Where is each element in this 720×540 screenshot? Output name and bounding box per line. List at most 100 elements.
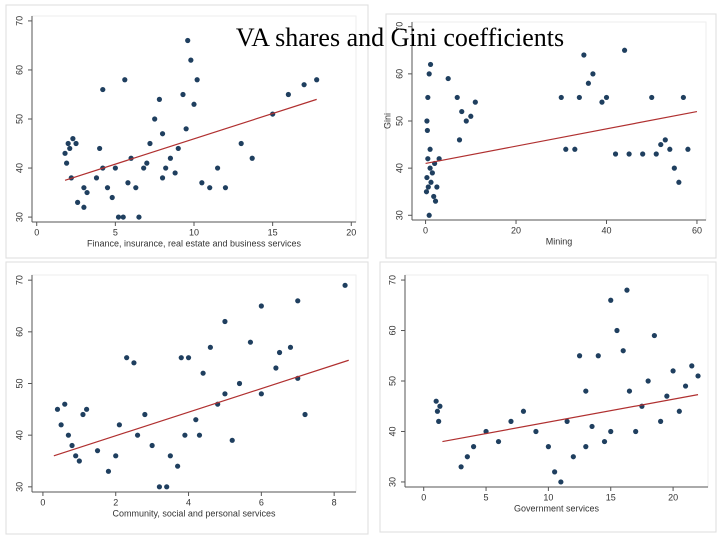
- scatter-point: [222, 185, 229, 191]
- scatter-point: [564, 418, 570, 424]
- scatter-point: [207, 185, 213, 191]
- scatter-point: [285, 91, 291, 98]
- scatter-point: [136, 214, 142, 220]
- x-tick-label: 20: [511, 225, 521, 235]
- y-tick-label: 50: [14, 114, 24, 124]
- x-tick-label: 5: [113, 227, 118, 237]
- y-tick-label: 50: [387, 376, 397, 386]
- scatter-point: [429, 170, 435, 176]
- scatter-point: [156, 96, 162, 102]
- scatter-point: [437, 403, 443, 409]
- scatter-point: [434, 184, 440, 190]
- y-tick-label: 60: [394, 69, 404, 79]
- x-tick-label: 0: [40, 497, 45, 507]
- x-tick-label: 10: [189, 227, 199, 237]
- scatter-point: [425, 94, 431, 101]
- scatter-point: [576, 353, 583, 359]
- scatter-point: [105, 468, 112, 474]
- scatter-point: [645, 378, 651, 384]
- scatter-point: [199, 180, 205, 186]
- y-tick-label: 40: [14, 163, 24, 173]
- scatter-point: [134, 432, 141, 438]
- scatter-point: [552, 469, 558, 475]
- scatter-point: [434, 408, 441, 414]
- scatter-point: [458, 464, 464, 470]
- scatter-point: [104, 185, 111, 191]
- scatter-point: [558, 479, 564, 485]
- trend-line: [442, 394, 699, 443]
- scatter-point: [180, 91, 186, 98]
- scatter-point: [185, 355, 192, 361]
- scatter-point: [67, 145, 73, 152]
- scatter-point: [62, 401, 68, 407]
- y-tick-label: 70: [394, 22, 404, 32]
- scatter-point: [69, 442, 75, 449]
- scatter-point: [599, 99, 605, 105]
- y-tick-label: 70: [14, 275, 24, 285]
- y-tick-label: 30: [387, 477, 397, 487]
- scatter-point: [122, 77, 128, 83]
- scatter-point: [183, 126, 189, 132]
- x-tick-label: 0: [421, 492, 426, 502]
- scatter-point: [682, 383, 689, 389]
- y-tick-label: 40: [387, 426, 397, 436]
- trend-line: [425, 110, 698, 165]
- scatter-point: [156, 484, 163, 490]
- scatter-point: [112, 165, 118, 171]
- scatter-point: [115, 214, 122, 220]
- x-tick-label: 5: [484, 492, 489, 502]
- x-tick-label: 20: [346, 227, 356, 237]
- scatter-point: [342, 282, 348, 288]
- scatter-point: [164, 484, 170, 490]
- scatter-point: [185, 37, 191, 44]
- scatter-point: [229, 437, 235, 443]
- scatter-point: [436, 418, 442, 424]
- scatter-point: [545, 444, 551, 450]
- scatter-point: [84, 406, 90, 412]
- scatter-point: [65, 432, 72, 438]
- scatter-point: [249, 155, 255, 161]
- scatter-point: [273, 365, 279, 371]
- x-tick-label: 2: [113, 497, 118, 507]
- scatter-point: [172, 170, 178, 176]
- scatter-point: [427, 61, 434, 68]
- scatter-point: [116, 422, 122, 428]
- scatter-point: [423, 189, 430, 195]
- scatter-point: [581, 52, 587, 58]
- scatter-point: [583, 388, 589, 394]
- scatter-point: [520, 408, 527, 414]
- scatter-point: [424, 127, 430, 134]
- x-tick-label: 6: [259, 497, 264, 507]
- scatter-point: [651, 332, 657, 339]
- scatter-point: [222, 391, 228, 397]
- scatter-point: [445, 75, 451, 82]
- scatter-point: [124, 355, 130, 361]
- scatter-point: [75, 199, 81, 205]
- scatter-point: [427, 165, 433, 171]
- y-tick-label: 60: [14, 327, 24, 337]
- scatter-point: [80, 411, 86, 418]
- scatter-point: [590, 71, 596, 77]
- x-tick-label: 15: [606, 492, 616, 502]
- y-tick-label: 70: [387, 275, 397, 285]
- y-tick-label: 50: [14, 378, 24, 388]
- scatter-point: [533, 428, 539, 435]
- x-tick-label: 15: [268, 227, 278, 237]
- scatter-point: [614, 327, 620, 334]
- scatter-point: [459, 108, 465, 115]
- scatter-point: [431, 193, 437, 200]
- scatter-point: [572, 146, 578, 152]
- scatter-point: [685, 146, 691, 152]
- scatter-point: [188, 57, 194, 63]
- scatter-point: [558, 94, 564, 101]
- scatter-point: [621, 47, 628, 53]
- scatter-point: [433, 398, 439, 404]
- scatter-point: [424, 174, 430, 181]
- y-tick-label: 30: [14, 482, 24, 492]
- scatter-point: [131, 360, 137, 366]
- scatter-point: [191, 101, 197, 107]
- scatter-point: [649, 94, 655, 101]
- y-tick-label: 30: [394, 210, 404, 220]
